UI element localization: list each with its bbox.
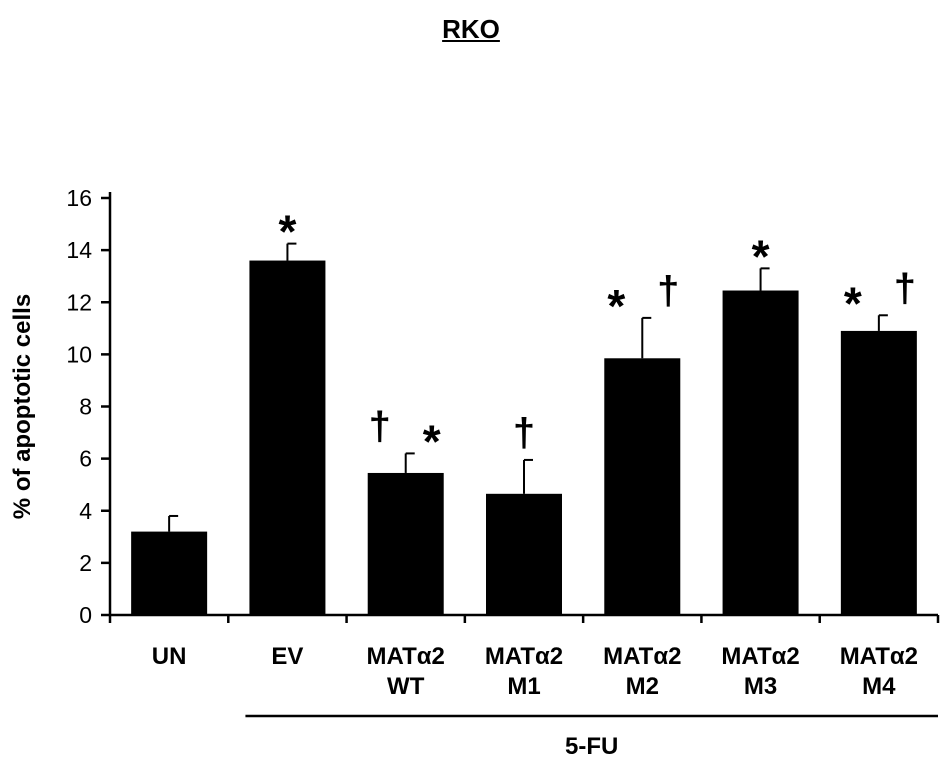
label-layer: UN * EV † * MATα2 WT † MATα2 M1 * † MATα2 M2 * MATα2 M3 *…	[152, 206, 938, 760]
bar-0	[131, 531, 208, 615]
significance-asterisk: *	[752, 230, 770, 282]
x-tick-label: MATα2	[485, 643, 563, 670]
y-tick-label: 2	[79, 550, 92, 576]
significance-asterisk: *	[423, 415, 441, 467]
y-tick-label: 14	[66, 237, 92, 263]
significance-dagger: †	[657, 269, 679, 313]
y-tick-label: 10	[66, 341, 92, 367]
x-tick-label: M2	[626, 673, 659, 700]
bar-4	[604, 358, 681, 615]
group-label: 5-FU	[565, 733, 618, 760]
y-tick-label: 6	[79, 446, 92, 472]
x-tick-label: MATα2	[603, 643, 681, 670]
significance-asterisk: *	[844, 277, 862, 329]
y-tick-label: 16	[66, 185, 92, 211]
x-tick-label: UN	[152, 643, 187, 670]
significance-asterisk: *	[278, 206, 296, 258]
significance-asterisk: *	[607, 280, 625, 332]
x-tick-label: M4	[862, 673, 896, 700]
y-tick-label: 12	[66, 289, 92, 315]
significance-dagger: †	[369, 404, 391, 448]
bar-layer	[131, 242, 917, 615]
x-tick-label: MATα2	[367, 643, 445, 670]
x-tick-label: MATα2	[840, 643, 918, 670]
y-tick-label: 8	[79, 394, 92, 420]
y-tick-label: 4	[79, 498, 92, 524]
bar-3	[486, 493, 562, 615]
y-axis-label: % of apoptotic cells	[9, 294, 36, 519]
bar-2	[367, 472, 444, 615]
x-tick-label: M1	[507, 673, 540, 700]
x-tick-label: M3	[744, 673, 777, 700]
x-tick-label: WT	[387, 673, 425, 700]
chart-title: RKO	[442, 14, 500, 44]
bar-6	[840, 330, 917, 615]
bar-5	[722, 290, 799, 615]
significance-dagger: †	[513, 411, 535, 455]
y-tick-label: 0	[79, 602, 92, 628]
bar-1	[249, 260, 326, 615]
x-tick-label: MATα2	[721, 643, 799, 670]
x-tick-label: EV	[271, 643, 303, 670]
significance-dagger: †	[894, 266, 916, 310]
